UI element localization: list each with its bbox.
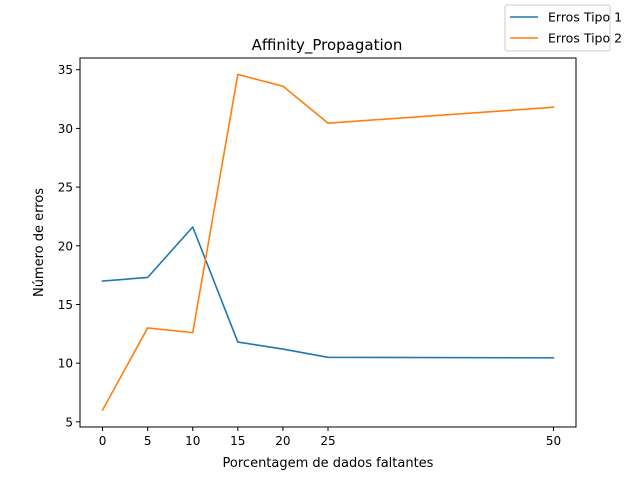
y-axis-label: Número de erros [32, 188, 47, 297]
chart-title: Affinity_Propagation [252, 36, 403, 55]
y-tick-label: 25 [58, 181, 73, 195]
legend: Erros Tipo 1 Erros Tipo 2 [504, 4, 622, 52]
legend-label-2: Erros Tipo 2 [548, 31, 622, 46]
x-axis-label: Porcentagem de dados faltantes [223, 456, 434, 471]
y-tick-label: 35 [58, 63, 73, 77]
y-tick-label: 30 [58, 122, 73, 136]
y-tick-label: 20 [58, 239, 73, 253]
x-tick-label: 15 [230, 434, 245, 448]
y-axis: 5 10 15 20 25 30 35 [58, 63, 80, 429]
y-tick-label: 10 [58, 357, 73, 371]
x-tick-label: 0 [99, 434, 107, 448]
plot-area [101, 73, 555, 412]
x-tick-label: 20 [275, 434, 290, 448]
series-line-1 [101, 226, 555, 359]
y-tick-label: 15 [58, 298, 73, 312]
x-tick-label: 50 [546, 434, 561, 448]
x-tick-label: 5 [144, 434, 152, 448]
x-axis: 0 5 10 15 20 25 50 [99, 427, 561, 448]
y-tick-label: 5 [65, 415, 73, 429]
x-tick-label: 25 [320, 434, 335, 448]
series-line-2 [101, 73, 555, 412]
x-tick-label: 10 [185, 434, 200, 448]
legend-label-1: Erros Tipo 1 [548, 10, 622, 25]
